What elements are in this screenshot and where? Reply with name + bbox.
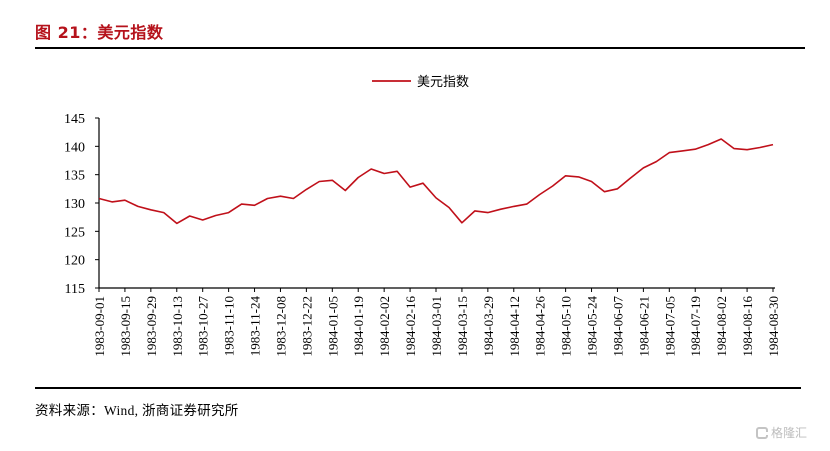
x-tick-label: 1983-12-08 (273, 296, 288, 357)
source-note: 资料来源：Wind, 浙商证券研究所 (35, 403, 239, 418)
x-tick-label: 1983-10-13 (170, 296, 185, 357)
x-tick-label: 1984-04-12 (507, 296, 522, 357)
x-tick-label: 1983-09-15 (118, 296, 133, 357)
x-tick-label: 1984-05-10 (559, 296, 574, 357)
x-tick-label: 1984-08-02 (714, 296, 729, 357)
x-tick-label: 1984-08-16 (740, 296, 755, 357)
x-tick-label: 1983-09-29 (144, 296, 159, 357)
figure-title: 图 21：美元指数 (35, 23, 164, 42)
x-tick-label: 1983-11-10 (222, 296, 237, 356)
legend: 美元指数 (372, 74, 469, 89)
y-tick-label: 125 (64, 225, 85, 240)
x-tick-label: 1984-03-01 (429, 296, 444, 357)
title-divider (35, 47, 805, 49)
x-tick-label: 1984-07-05 (662, 296, 677, 357)
y-tick-label: 130 (64, 197, 85, 212)
x-tick-label: 1984-03-29 (481, 296, 496, 357)
x-tick-label: 1983-10-27 (196, 296, 211, 357)
y-tick-label: 115 (65, 282, 85, 297)
watermark-logo-icon (756, 426, 768, 439)
legend-label: 美元指数 (417, 74, 469, 89)
x-tick-label: 1984-06-21 (636, 296, 651, 357)
x-tick-label: 1983-11-24 (248, 296, 263, 357)
y-tick-label: 145 (64, 112, 85, 127)
x-tick-label: 1984-01-19 (351, 296, 366, 357)
dollar-index-line (98, 138, 774, 225)
y-tick-label: 140 (64, 140, 85, 155)
x-tick-label: 1983-09-01 (92, 296, 107, 357)
x-axis: 1983-09-01 1983-09-15 1983-09-29 1983-10-13… (92, 287, 781, 357)
x-tick-label: 1984-07-19 (688, 296, 703, 357)
x-tick-label: 1984-06-07 (610, 296, 625, 357)
x-tick-label: 1984-02-16 (403, 296, 418, 357)
x-tick-label: 1984-02-02 (377, 296, 392, 357)
x-tick-label: 1984-05-24 (585, 296, 600, 357)
watermark-text: 格隆汇 (771, 426, 808, 440)
y-tick-label: 120 (64, 254, 85, 269)
source-divider (35, 387, 801, 389)
x-tick-label: 1984-03-15 (455, 296, 470, 357)
x-tick-label: 1984-04-26 (533, 296, 548, 357)
x-tick-label: 1984-08-30 (766, 296, 781, 357)
y-axis: 115 120 125 130 135 140 145 (64, 112, 100, 297)
watermark: 格隆汇 (756, 424, 807, 441)
x-tick-label: 1983-12-22 (299, 296, 314, 357)
y-tick-label: 135 (64, 169, 85, 184)
x-tick-label: 1984-01-05 (325, 296, 340, 357)
